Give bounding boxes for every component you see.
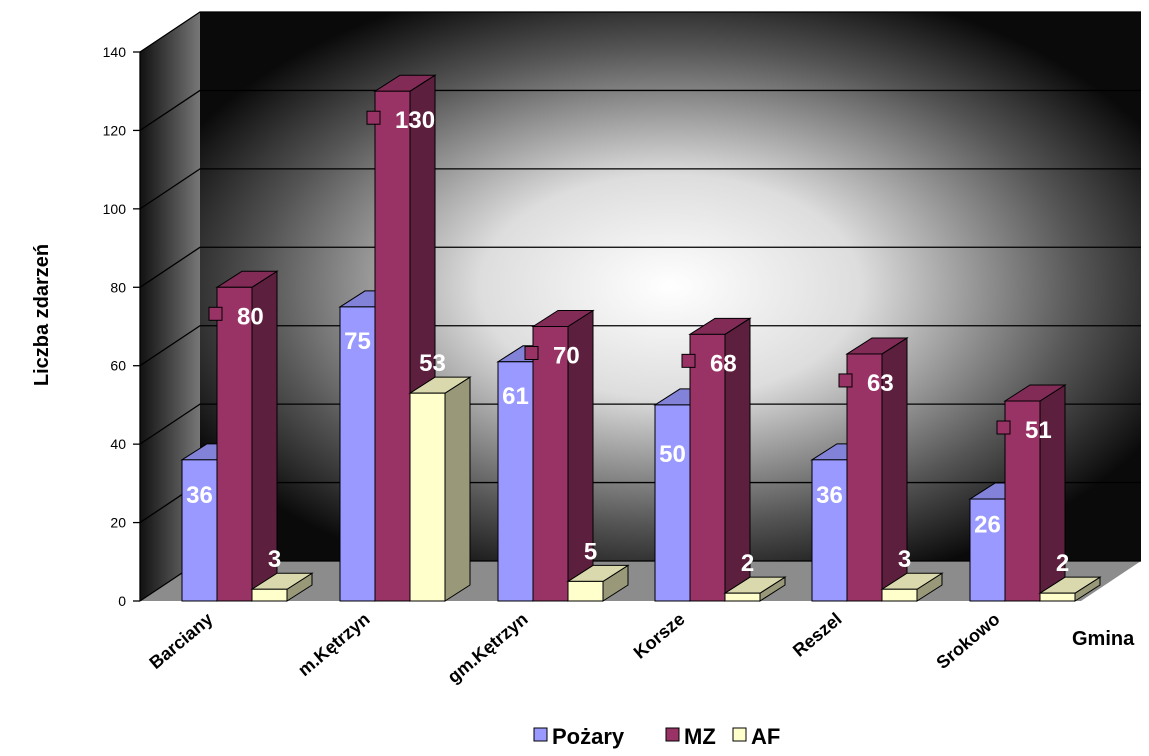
data-label: 130 <box>395 107 435 134</box>
data-label: 70 <box>553 343 580 370</box>
data-label: 36 <box>816 482 843 509</box>
data-label: 68 <box>710 350 737 377</box>
bar-front <box>654 404 691 602</box>
x-tick-label: m.Kętrzyn <box>294 609 374 680</box>
legend-label: MZ <box>684 724 716 749</box>
bar-front <box>1039 592 1076 602</box>
legend-swatch <box>665 727 680 742</box>
data-label: 36 <box>186 482 213 509</box>
legend-label: Pożary <box>552 724 625 749</box>
x-tick-label: Barciany <box>145 609 216 673</box>
bar-MZ-Barciany <box>215 270 279 602</box>
y-axis: 0 20 40 60 80 100 120 140 <box>103 44 140 609</box>
data-label: 75 <box>344 328 371 355</box>
bar-front <box>846 353 883 602</box>
y-tick-label: 80 <box>110 279 126 295</box>
bar-AF-gm.Kętrzyn <box>566 564 630 602</box>
data-label-marker <box>838 373 853 388</box>
y-axis-title: Liczba zdarzeń <box>31 244 53 386</box>
x-tick-label: Korsze <box>630 609 689 663</box>
data-label-marker <box>208 306 223 321</box>
x-tick-label: gm.Kętrzyn <box>444 609 532 687</box>
bar-front <box>1004 400 1041 602</box>
bar-AF-Korsze <box>723 576 787 602</box>
data-label: 53 <box>419 350 446 377</box>
bar-AF-Barciany <box>250 572 314 602</box>
x-axis-title: Gmina <box>1072 628 1135 650</box>
data-label: 63 <box>867 370 894 397</box>
gridline <box>139 246 1141 288</box>
legend-item-MZ: MZ <box>665 724 716 749</box>
legend-item-Pożary: Pożary <box>533 724 625 749</box>
bar-MZ-gm.Kętrzyn <box>531 309 595 602</box>
bar-front <box>567 580 604 602</box>
data-label: 2 <box>1056 550 1069 577</box>
x-tick-label: Reszel <box>789 609 846 661</box>
y-tick-label: 20 <box>110 515 126 531</box>
gridline <box>139 403 1141 445</box>
data-label-marker <box>996 420 1011 435</box>
bar-front <box>497 361 534 602</box>
bar-side <box>444 376 471 602</box>
data-label: 3 <box>268 546 281 573</box>
data-label: 61 <box>502 383 529 410</box>
data-label: 26 <box>974 512 1001 539</box>
gridline <box>139 89 1141 131</box>
y-tick-label: 100 <box>103 201 127 217</box>
bar-front <box>181 459 218 602</box>
bars: 36 80 3 75 130 53 61 70 5 50 68 2 36 63 3 26 51 2 <box>180 74 1102 602</box>
side-wall <box>140 12 200 601</box>
gridline <box>139 325 1141 367</box>
bar-front <box>251 588 288 602</box>
bar-MZ-Srokowo <box>1003 384 1067 602</box>
bar-front <box>374 90 411 602</box>
data-label-marker <box>681 353 696 368</box>
data-label: 50 <box>659 441 686 468</box>
bar-AF-Reszel <box>880 572 944 602</box>
bar-front <box>216 286 253 602</box>
bar-front <box>689 333 726 602</box>
legend-label: AF <box>751 724 780 749</box>
bar-AF-Srokowo <box>1038 576 1102 602</box>
bar-front <box>409 392 446 602</box>
legend-swatch <box>533 727 548 742</box>
data-label: 2 <box>741 550 754 577</box>
bar-front <box>881 588 918 602</box>
data-label-marker <box>524 346 539 360</box>
y-tick-label: 60 <box>110 358 126 374</box>
data-label-marker <box>366 110 381 125</box>
bar-MZ-Korsze <box>688 317 752 602</box>
y-tick-label: 40 <box>110 436 126 452</box>
x-tick-label: Srokowo <box>932 609 1003 673</box>
data-label: 51 <box>1025 417 1052 444</box>
y-tick-label: 120 <box>103 122 127 138</box>
y-tick-label: 0 <box>118 593 126 609</box>
x-axis: Barciany m.Kętrzyn gm.Kętrzyn Korsze Reszel S… <box>145 609 1003 687</box>
bar-AF-m.Kętrzyn <box>408 376 472 602</box>
data-label: 80 <box>237 303 264 330</box>
gridline <box>139 11 1141 53</box>
y-tick-label: 140 <box>103 44 127 60</box>
bar-front <box>532 326 569 602</box>
data-label: 3 <box>898 546 911 573</box>
legend-item-AF: AF <box>732 724 780 749</box>
legend: Pożary MZ AF <box>533 724 780 749</box>
bar-MZ-Reszel <box>845 337 909 602</box>
bar-front <box>724 592 761 602</box>
gridline <box>139 168 1141 210</box>
bar-front <box>969 498 1006 602</box>
bar-front <box>811 459 848 602</box>
legend-swatch <box>732 727 747 742</box>
data-label: 5 <box>584 538 597 565</box>
